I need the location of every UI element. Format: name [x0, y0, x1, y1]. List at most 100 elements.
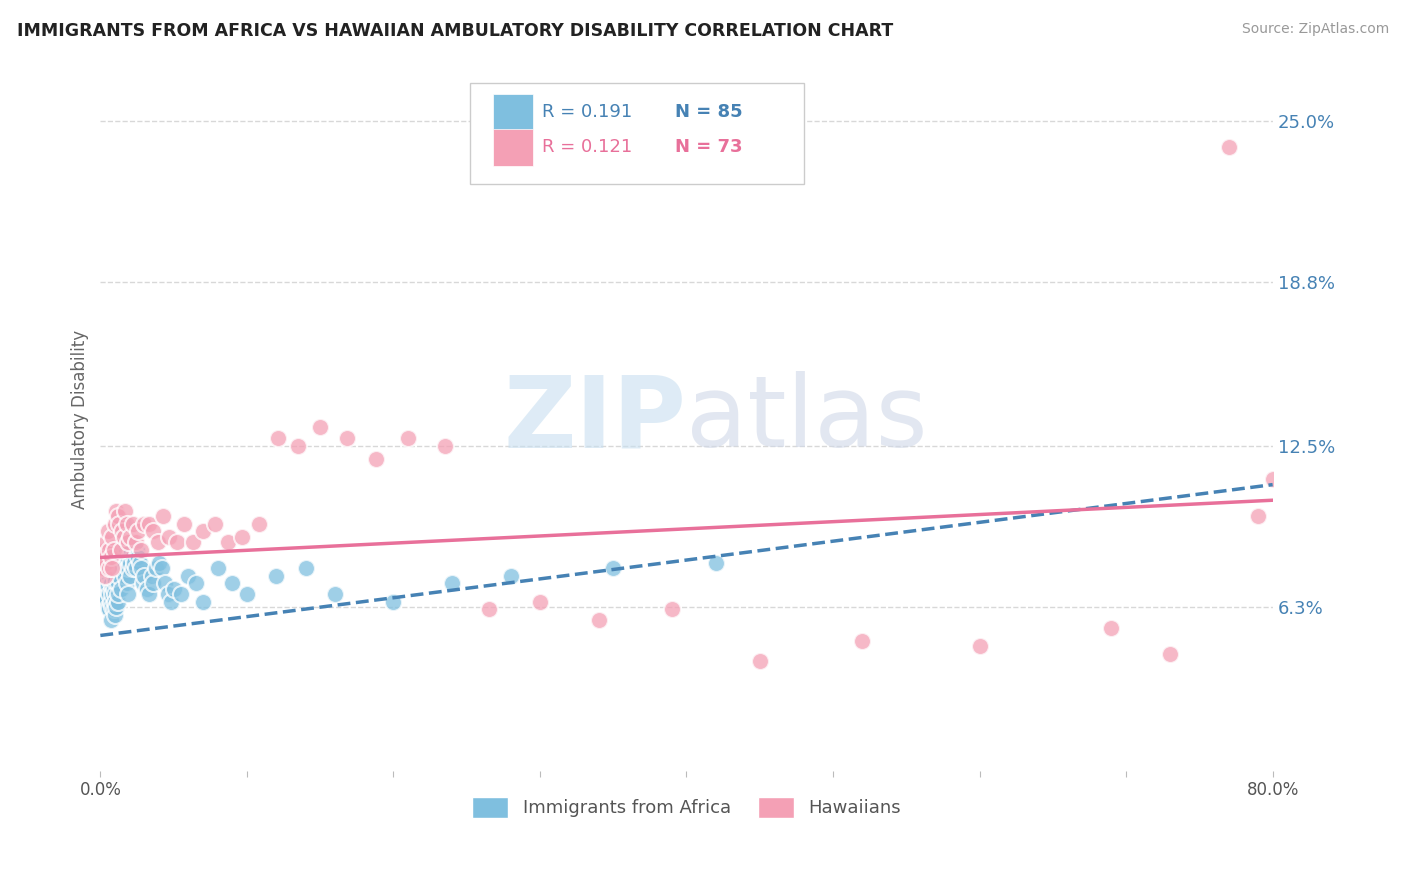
- Point: [97, 584, 120, 599]
- Point: [108, 516, 131, 531]
- Point: [969, 639, 991, 653]
- Point: [166, 534, 188, 549]
- Point: [114, 568, 136, 582]
- Point: [309, 420, 332, 434]
- Point: [111, 524, 134, 539]
- Point: [478, 602, 501, 616]
- Point: [107, 508, 129, 523]
- Point: [145, 561, 167, 575]
- Point: [96, 534, 118, 549]
- Point: [105, 503, 128, 517]
- Point: [191, 524, 214, 539]
- Point: [118, 568, 141, 582]
- Point: [97, 524, 120, 539]
- Point: [111, 561, 134, 575]
- Point: [117, 561, 139, 575]
- Point: [94, 566, 117, 580]
- Point: [433, 439, 456, 453]
- Point: [181, 534, 204, 549]
- Point: [101, 561, 124, 575]
- Point: [217, 534, 239, 549]
- Point: [114, 534, 136, 549]
- Point: [335, 431, 357, 445]
- Point: [266, 431, 288, 445]
- Point: [124, 534, 146, 549]
- Point: [101, 582, 124, 596]
- Point: [207, 561, 229, 575]
- Point: [114, 503, 136, 517]
- Point: [136, 582, 159, 596]
- Legend: Immigrants from Africa, Hawaiians: Immigrants from Africa, Hawaiians: [465, 789, 908, 825]
- Point: [124, 561, 146, 575]
- Point: [364, 451, 387, 466]
- Point: [1261, 472, 1284, 486]
- Point: [121, 516, 143, 531]
- Point: [138, 516, 160, 531]
- Point: [104, 594, 127, 608]
- Point: [173, 516, 195, 531]
- Point: [264, 568, 287, 582]
- Point: [108, 568, 131, 582]
- Point: [98, 602, 121, 616]
- Point: [105, 561, 128, 575]
- Point: [111, 524, 134, 539]
- Point: [98, 542, 121, 557]
- Point: [108, 550, 131, 565]
- Point: [588, 613, 610, 627]
- Point: [441, 576, 464, 591]
- Point: [131, 542, 153, 557]
- Point: [98, 568, 121, 582]
- Point: [146, 534, 169, 549]
- Point: [90, 568, 112, 582]
- Point: [100, 550, 122, 565]
- Point: [661, 602, 683, 616]
- Point: [748, 655, 770, 669]
- Point: [125, 542, 148, 557]
- Point: [148, 556, 170, 570]
- Point: [127, 550, 149, 565]
- Point: [117, 587, 139, 601]
- Point: [94, 542, 117, 557]
- Point: [94, 568, 117, 582]
- Point: [231, 530, 253, 544]
- Point: [104, 587, 127, 601]
- Text: R = 0.191: R = 0.191: [543, 103, 633, 121]
- Point: [159, 594, 181, 608]
- Point: [1218, 139, 1240, 153]
- Point: [103, 582, 125, 596]
- Point: [91, 561, 114, 575]
- Point: [204, 516, 226, 531]
- Point: [101, 599, 124, 614]
- Point: [1101, 621, 1123, 635]
- Point: [121, 561, 143, 575]
- Point: [184, 576, 207, 591]
- Point: [115, 516, 138, 531]
- Point: [323, 587, 346, 601]
- Point: [132, 576, 155, 591]
- FancyBboxPatch shape: [494, 129, 533, 166]
- Point: [602, 561, 624, 575]
- Text: N = 85: N = 85: [675, 103, 742, 121]
- Y-axis label: Ambulatory Disability: Ambulatory Disability: [72, 330, 89, 509]
- Text: IMMIGRANTS FROM AFRICA VS HAWAIIAN AMBULATORY DISABILITY CORRELATION CHART: IMMIGRANTS FROM AFRICA VS HAWAIIAN AMBUL…: [17, 22, 893, 40]
- Point: [105, 599, 128, 614]
- Point: [98, 561, 121, 575]
- Point: [122, 556, 145, 570]
- Point: [236, 587, 259, 601]
- Point: [103, 602, 125, 616]
- Point: [156, 587, 179, 601]
- Point: [138, 587, 160, 601]
- Point: [127, 524, 149, 539]
- Point: [103, 542, 125, 557]
- Point: [247, 516, 270, 531]
- Point: [287, 439, 309, 453]
- Point: [1159, 647, 1181, 661]
- Point: [104, 607, 127, 622]
- Point: [499, 568, 522, 582]
- Point: [153, 576, 176, 591]
- Point: [101, 530, 124, 544]
- Text: N = 73: N = 73: [675, 138, 742, 156]
- Point: [112, 530, 135, 544]
- Point: [134, 568, 156, 582]
- Point: [150, 561, 173, 575]
